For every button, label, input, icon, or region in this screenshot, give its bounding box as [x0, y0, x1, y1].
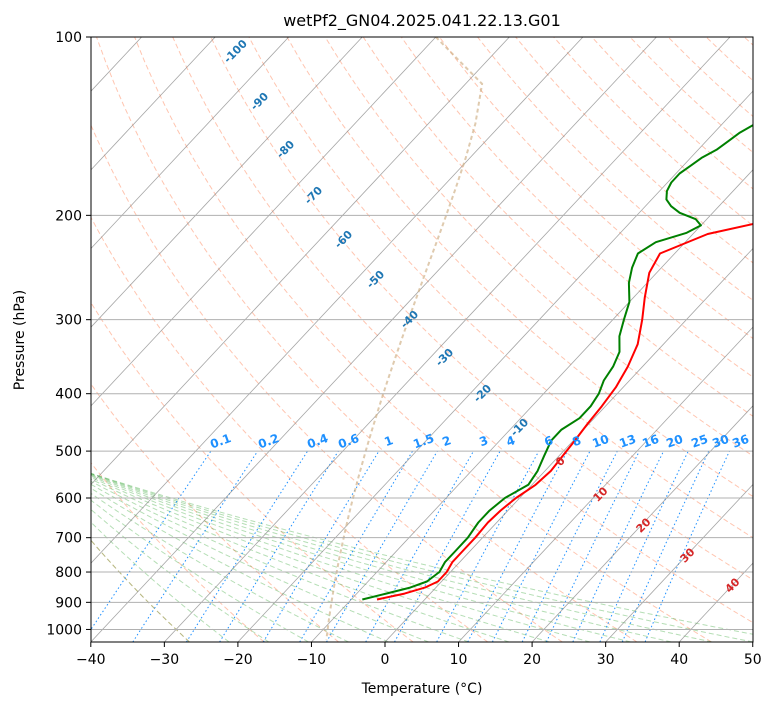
y-tick-label: 900 [55, 595, 82, 611]
x-tick-label: −20 [223, 652, 253, 668]
dry-adiabat-line [0, 37, 264, 642]
y-tick-label: 600 [55, 491, 82, 507]
dry-adiabat-line [287, 37, 775, 642]
y-tick-label: 300 [55, 313, 82, 329]
isotherm-line [238, 37, 775, 642]
moist-adiabat-line [0, 37, 309, 642]
mixing-ratio-line [133, 451, 258, 642]
plot-frame [91, 37, 753, 642]
dry-adiabat-label: -30 [433, 346, 456, 369]
mixing-ratio-label: 25 [689, 432, 709, 451]
mixing-ratio-label: 1 [382, 433, 395, 449]
moist-adiabat-line [0, 37, 190, 642]
mixing-ratio-line [366, 451, 474, 642]
y-tick-label: 700 [55, 531, 82, 547]
moist-adiabat-line [0, 37, 509, 642]
moist-adiabat-line [0, 37, 590, 642]
mixing-ratio-line [600, 451, 688, 642]
mixing-ratio-label: 2 [440, 433, 453, 449]
isotherm-line [0, 37, 68, 642]
dry-adiabat-label: -60 [332, 228, 355, 251]
dry-adiabat-label: -20 [471, 382, 494, 405]
mixing-ratio-line [186, 451, 307, 642]
isotherm-line [0, 37, 509, 642]
y-tick-label: 500 [55, 444, 82, 460]
isotherm-line [0, 37, 289, 642]
y-tick-label: 400 [55, 387, 82, 403]
isotherm-line [753, 37, 775, 642]
y-tick-label: 800 [55, 565, 82, 581]
x-tick-label: 10 [450, 652, 468, 668]
mixing-ratio-label: 13 [617, 432, 637, 451]
moist-adiabat-label: 10 [591, 484, 611, 504]
mixing-ratio-label: 16 [640, 432, 660, 451]
mixing-ratio-line [300, 451, 413, 642]
x-axis-ticks: −40 −30 −20 −10 0 10 20 30 40 50 [76, 642, 762, 668]
mixing-ratio-label: 10 [590, 432, 610, 451]
y-tick-label: 1000 [46, 622, 82, 638]
x-tick-label: −30 [150, 652, 180, 668]
mixing-ratio-label: 1.5 [411, 431, 436, 451]
moist-adiabat-line [0, 37, 389, 642]
adiabat-labels: -100-90-80-70-60-50-40-30-20-10010203040… [208, 37, 751, 596]
x-tick-label: 0 [381, 652, 390, 668]
y-tick-label: 200 [55, 208, 82, 224]
moist-adiabat-line [0, 37, 469, 642]
mixing-ratio-label: 0.2 [256, 431, 281, 451]
mixing-ratio-label: 8 [570, 433, 583, 449]
isotherm-line [385, 37, 775, 642]
isotherm-line [164, 37, 730, 642]
y-axis-ticks: 1000 900 800 700 600 500 400 300 200 100 [46, 30, 91, 638]
mixing-ratio-line [573, 451, 664, 642]
dry-adiabat-label: -100 [221, 37, 250, 66]
dry-adiabat-label: -90 [248, 90, 271, 113]
mixing-ratio-label: 0.4 [305, 431, 330, 451]
x-tick-label: −40 [76, 652, 106, 668]
dry-adiabat-label: -70 [302, 184, 325, 207]
moist-adiabat-line [0, 37, 349, 642]
mixing-ratio-label: 20 [664, 432, 684, 451]
isotherm-line [0, 37, 215, 642]
x-axis-label: Temperature (°C) [361, 681, 483, 697]
y-axis-label: Pressure (hPa) [12, 290, 28, 390]
mixing-ratio-label: 3 [477, 433, 490, 449]
mixing-ratio-label: 0.6 [336, 431, 361, 451]
dry-adiabat-label: -80 [274, 138, 297, 161]
moist-adiabat-line [0, 37, 631, 642]
x-tick-label: 20 [523, 652, 541, 668]
dry-adiabat-line [706, 37, 775, 642]
moist-adiabat-line [0, 37, 712, 642]
mixing-ratio-label: 36 [730, 432, 750, 451]
mixing-ratio-label: 30 [710, 432, 730, 451]
x-tick-label: −10 [297, 652, 327, 668]
moist-adiabat-label: 20 [634, 515, 654, 535]
isotherm-line [17, 37, 583, 642]
isotherm-line [532, 37, 775, 642]
mixing-ratio-label: 6 [542, 433, 555, 449]
background-lines [0, 37, 775, 642]
isotherm-line [91, 37, 657, 642]
lcl-curve [326, 37, 482, 640]
mixing-ratio-line [395, 451, 501, 642]
moist-adiabat-line [0, 37, 429, 642]
moist-adiabat-label: 30 [678, 545, 698, 565]
dry-adiabat-label: -40 [398, 308, 421, 331]
y-tick-label: 100 [55, 30, 82, 46]
isotherm-line [0, 37, 362, 642]
x-tick-label: 50 [744, 652, 762, 668]
dry-adiabat-line [0, 37, 190, 642]
moist-adiabat-line [0, 37, 671, 642]
x-tick-label: 30 [597, 652, 615, 668]
chart-title: wetPf2_GN04.2025.041.22.13.G01 [283, 11, 561, 31]
dry-adiabat-line [478, 37, 775, 642]
x-tick-label: 40 [670, 652, 688, 668]
